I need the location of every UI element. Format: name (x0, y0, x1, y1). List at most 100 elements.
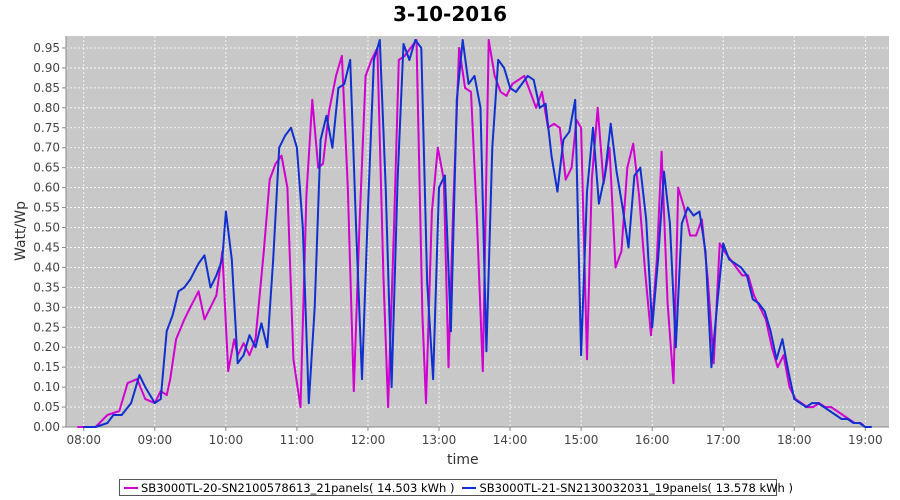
data-point (319, 138, 322, 141)
data-point (769, 330, 772, 333)
data-point (586, 190, 588, 193)
data-point (538, 106, 541, 109)
data-point (745, 274, 748, 277)
data-point (722, 242, 725, 245)
data-point (268, 178, 271, 181)
chart-title: 3-10-2016 (392, 2, 507, 26)
data-point (421, 314, 424, 317)
data-point (712, 362, 715, 365)
x-tick-label: 14:00 (493, 433, 528, 447)
data-point (183, 286, 186, 289)
data-point (481, 370, 484, 373)
data-point (337, 86, 340, 89)
data-point (402, 43, 405, 45)
y-tick-label: 0.80 (33, 101, 60, 115)
y-tick-label: 0.15 (33, 360, 60, 374)
data-point (704, 250, 707, 253)
data-point (358, 218, 361, 221)
data-point (284, 134, 286, 137)
data-point (633, 174, 636, 177)
data-point (367, 206, 369, 209)
data-point (438, 186, 440, 189)
data-point (242, 354, 245, 357)
data-point (431, 210, 433, 213)
data-point (505, 94, 508, 97)
data-point (364, 74, 367, 77)
data-point (403, 55, 406, 57)
y-axis-label: Watt/Wp (13, 201, 29, 261)
data-point (487, 39, 490, 41)
data-point (781, 338, 784, 341)
data-point (529, 90, 532, 93)
y-tick-label: 0.45 (33, 240, 60, 254)
x-axis: 08:00 09:00 10:00 11:00 12:00 13:00 14:00 15:00… (66, 426, 889, 447)
data-point (233, 338, 236, 341)
series-lines (76, 39, 873, 428)
data-point (396, 178, 399, 181)
data-point (651, 326, 654, 329)
data-point (812, 406, 815, 408)
y-tick-label: 0.90 (33, 61, 60, 75)
data-point (313, 306, 316, 309)
data-point (740, 266, 742, 269)
legend-swatch-series-2 (462, 486, 477, 489)
y-tick-label: 0.50 (33, 221, 60, 235)
data-point (215, 294, 218, 297)
data-point (352, 390, 355, 392)
data-point (159, 398, 162, 400)
data-point (230, 258, 233, 261)
data-point (751, 298, 754, 301)
data-point (515, 90, 517, 93)
data-point (686, 206, 689, 209)
data-point (138, 374, 141, 377)
data-point (278, 146, 281, 149)
data-point (266, 346, 269, 349)
data-point (378, 39, 381, 41)
data-point (626, 166, 629, 169)
data-point (558, 126, 561, 129)
data-point (870, 426, 873, 428)
data-point (331, 146, 334, 149)
data-point (144, 398, 147, 400)
data-point (461, 39, 464, 41)
data-point (499, 90, 502, 93)
data-point (535, 106, 538, 109)
legend-item-series-2: SB3000TL-21-SN2130032031_19panels( 13.57… (462, 481, 793, 495)
data-point (272, 258, 275, 261)
data-point (858, 422, 861, 424)
data-point (603, 174, 606, 177)
x-tick-label: 19:00 (848, 433, 883, 447)
data-point (120, 414, 123, 416)
data-point (274, 162, 277, 165)
legend: SB3000TL-20-SN2100578613_21panels( 14.50… (119, 479, 793, 496)
x-tick-label: 16:00 (635, 433, 670, 447)
data-point (811, 402, 813, 404)
data-point (311, 98, 314, 101)
data-point (663, 170, 665, 173)
data-point (564, 178, 567, 181)
data-point (420, 47, 423, 49)
x-axis-label: time (447, 452, 479, 468)
y-tick-label: 0.10 (33, 380, 60, 394)
data-point (215, 274, 218, 277)
data-point (835, 410, 838, 412)
data-point (189, 306, 192, 309)
data-point (397, 59, 400, 61)
data-point (322, 162, 324, 165)
data-point (361, 378, 363, 381)
data-point (106, 422, 109, 424)
x-tick-label: 12:00 (351, 433, 386, 447)
data-point (76, 426, 79, 428)
data-point (236, 362, 239, 365)
data-point (325, 114, 328, 117)
data-point (550, 154, 553, 157)
data-point (580, 354, 583, 357)
data-point (840, 418, 843, 420)
data-point (301, 226, 304, 229)
data-point (467, 82, 470, 85)
data-point (280, 154, 283, 157)
data-point (689, 234, 691, 237)
data-point (390, 386, 393, 389)
data-point (327, 110, 330, 113)
y-tick-label: 0.30 (33, 300, 60, 314)
